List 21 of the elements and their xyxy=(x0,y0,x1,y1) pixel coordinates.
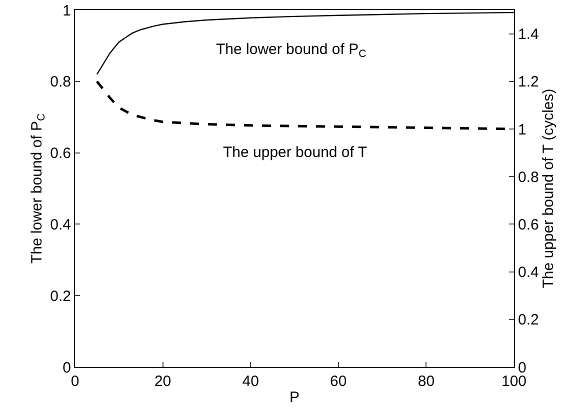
y2-tick-label: 0.8 xyxy=(518,168,539,186)
y2-tick-label: 0.2 xyxy=(518,312,539,329)
x-tick-label: 80 xyxy=(418,373,435,390)
annotation: The lower bound of P$_{C}$ xyxy=(216,41,367,60)
x-tick-label: 60 xyxy=(330,373,347,390)
y-tick-label: 0.6 xyxy=(50,145,71,162)
y2-tick-label: 1 xyxy=(518,121,526,138)
y2-axis-title: The upper bound of T (cycles) xyxy=(540,88,557,288)
x-tick-label: 20 xyxy=(154,373,172,390)
annotation: The upper bound of T xyxy=(223,144,367,161)
y2-tick-label: 0.4 xyxy=(518,264,539,282)
x-axis-title: P xyxy=(289,389,300,406)
y-tick-label: 1 xyxy=(62,2,71,20)
x-tick-label: 40 xyxy=(242,373,259,390)
y2-tick-label: 0.6 xyxy=(518,216,539,234)
y2-tick-label: 1.2 xyxy=(518,74,539,91)
y2-tick-label: 1.4 xyxy=(518,26,539,44)
y-tick-label: 0 xyxy=(62,359,71,376)
y-tick-label: 0.4 xyxy=(50,216,71,234)
y-tick-label: 0.8 xyxy=(50,74,71,91)
y-tick-label: 0.2 xyxy=(50,288,71,305)
